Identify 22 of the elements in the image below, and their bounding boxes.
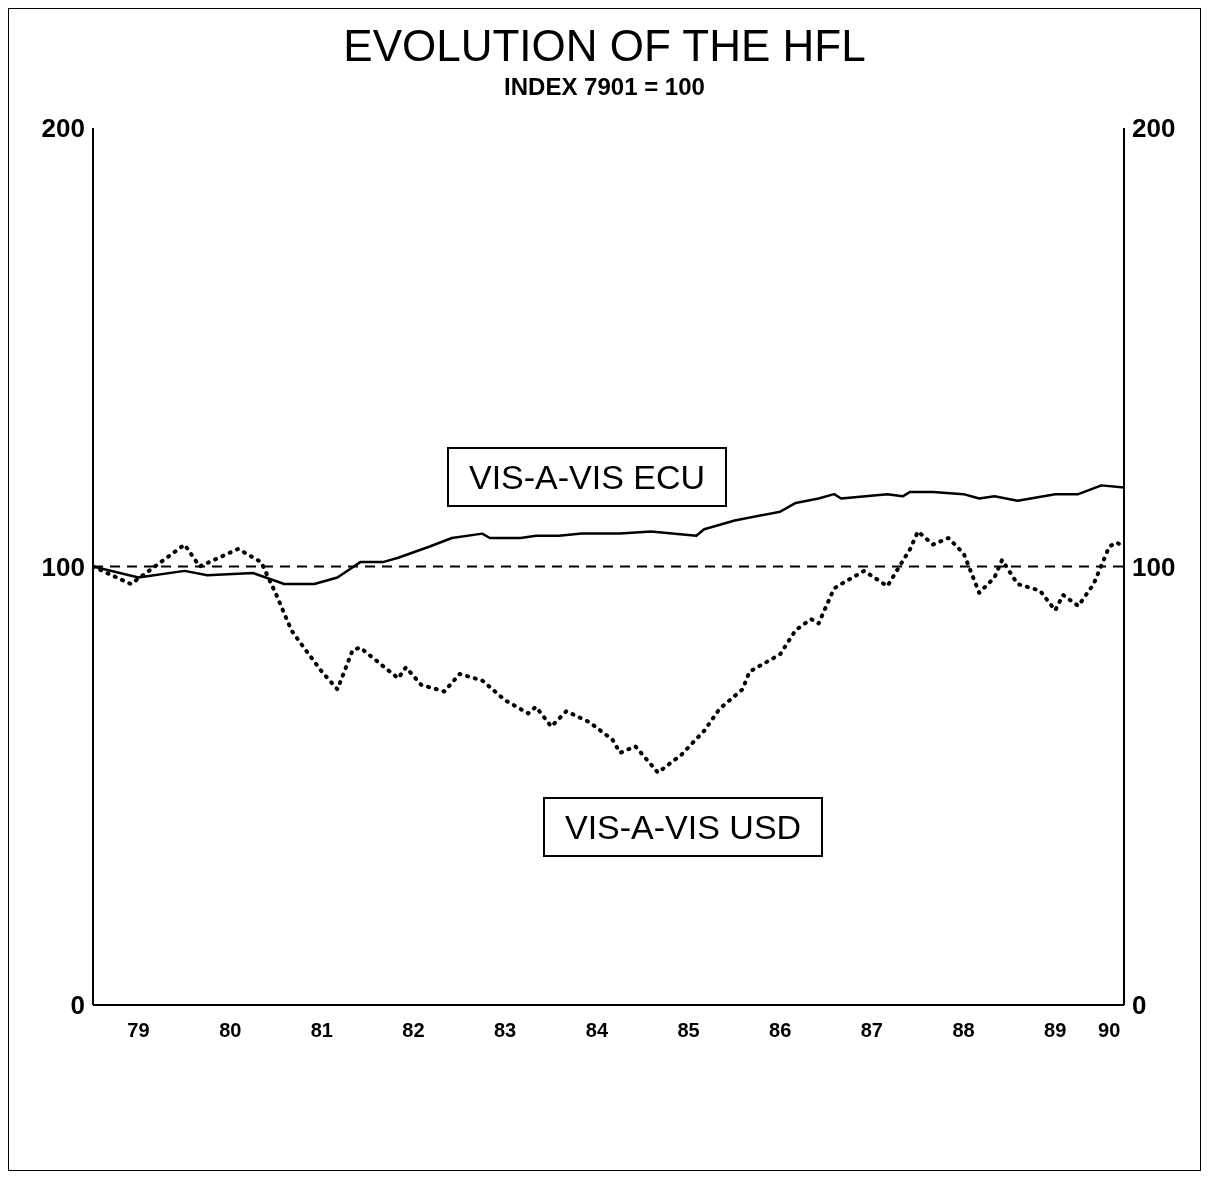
x-tick-label: 79 [127,1019,150,1042]
x-tick-label: 84 [585,1019,609,1042]
x-tick-label: 85 [677,1019,700,1042]
x-tick-label: 83 [493,1019,517,1042]
x-tick-label: 81 [310,1019,334,1042]
series-label: VIS-A-VIS USD [543,797,824,857]
x-tick-label: 89 [1044,1019,1067,1042]
x-tick-label: 88 [952,1019,975,1042]
chart-title: EVOLUTION OF THE HFL [342,21,867,71]
y2-tick-label: 200 [1132,113,1176,144]
x-tick-label: 80 [219,1019,242,1042]
x-tick-label: 87 [860,1019,883,1042]
x-tick-label: 82 [402,1019,425,1042]
y2-tick-label: 0 [1132,990,1147,1021]
x-tick-label: 86 [769,1019,792,1042]
chart-subtitle: INDEX 7901 = 100 [503,73,706,101]
y-tick-label: 100 [41,551,85,582]
x-tick-label: 90 [1098,1019,1121,1042]
series-label: VIS-A-VIS ECU [447,447,728,507]
y2-tick-label: 100 [1132,551,1176,582]
y-tick-label: 0 [70,990,85,1021]
y-tick-label: 200 [41,113,85,144]
